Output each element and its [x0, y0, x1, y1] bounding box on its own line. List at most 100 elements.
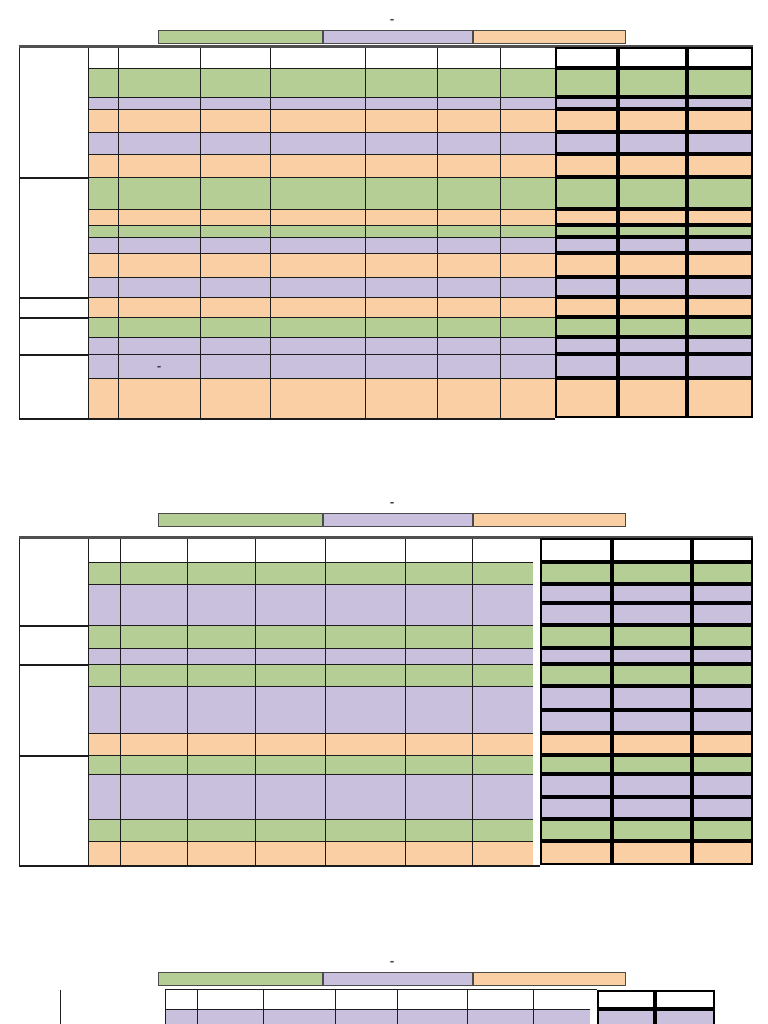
- summary-cell: [540, 584, 612, 603]
- grid-line: [88, 733, 533, 734]
- group-separator-line: [19, 317, 88, 319]
- grid-line: [88, 154, 555, 155]
- legend-swatch-purple: [323, 972, 473, 986]
- group-separator-line: [19, 625, 88, 627]
- summary-cell: [555, 154, 618, 177]
- summary-cell: [692, 562, 753, 584]
- grid-line: [120, 538, 121, 865]
- row-band-green: [88, 562, 533, 584]
- summary-cell: [612, 584, 692, 603]
- summary-cell: [618, 209, 687, 225]
- summary-cell: [687, 154, 753, 177]
- row-band-orange: [88, 733, 533, 755]
- row-band-green: [88, 819, 533, 841]
- cell-dash-label: -: [156, 358, 162, 373]
- summary-cell: [655, 1009, 715, 1024]
- summary-cell: [687, 109, 753, 132]
- summary-cell: [555, 177, 618, 209]
- grid-line: [88, 774, 533, 775]
- summary-cell: [612, 755, 692, 774]
- summary-cell: [618, 378, 687, 418]
- summary-cell: [555, 132, 618, 154]
- legend-title: -: [389, 953, 395, 968]
- row-band-orange: [88, 297, 555, 317]
- summary-cell: [692, 603, 753, 625]
- summary-cell: [555, 209, 618, 225]
- table-bottom-border: [19, 418, 555, 420]
- summary-cell: [655, 990, 715, 1009]
- grid-line: [88, 97, 555, 98]
- summary-cell: [555, 47, 618, 68]
- summary-cell: [692, 841, 753, 865]
- summary-cell: [555, 337, 618, 354]
- legend-swatch-green: [158, 513, 323, 527]
- row-band-orange: [88, 253, 555, 277]
- row-band-orange: [88, 378, 555, 418]
- grid-line: [88, 625, 533, 626]
- grid-line: [255, 538, 256, 865]
- grid-line: [88, 132, 555, 133]
- grid-line: [19, 47, 20, 418]
- summary-cell: [618, 297, 687, 317]
- summary-cell: [612, 841, 692, 865]
- row-band-purple: [88, 277, 555, 297]
- summary-cell: [555, 109, 618, 132]
- summary-cell: [692, 797, 753, 819]
- grid-line: [88, 686, 533, 687]
- row-band-orange: [88, 841, 533, 865]
- summary-cell: [612, 733, 692, 755]
- row-band-orange: [88, 209, 555, 225]
- table-top-border: [19, 536, 753, 539]
- grid-line: [88, 841, 533, 842]
- legend-swatch-orange: [473, 513, 626, 527]
- grid-line: [165, 1009, 590, 1010]
- row-band-green: [88, 664, 533, 686]
- summary-cell: [555, 378, 618, 418]
- summary-cell: [692, 648, 753, 664]
- group-separator-line: [19, 297, 88, 299]
- group-separator-line: [19, 177, 88, 179]
- row-band-purple: [88, 237, 555, 253]
- grid-line: [405, 538, 406, 865]
- summary-cell: [687, 277, 753, 297]
- summary-cell: [555, 354, 618, 378]
- summary-cell: [597, 1009, 655, 1024]
- summary-cell: [540, 710, 612, 733]
- grid-line: [88, 237, 555, 238]
- grid-line: [88, 648, 533, 649]
- summary-cell: [612, 819, 692, 841]
- summary-cell: [612, 774, 692, 797]
- summary-cell: [555, 68, 618, 97]
- summary-cell: [687, 97, 753, 109]
- grid-line: [88, 68, 555, 69]
- summary-cell: [687, 132, 753, 154]
- grid-line: [88, 109, 555, 110]
- row-band-purple: [88, 648, 533, 664]
- summary-cell: [687, 209, 753, 225]
- legend-title: -: [389, 11, 395, 26]
- summary-cell: [687, 68, 753, 97]
- row-band-green: [88, 317, 555, 337]
- grid-line: [88, 317, 555, 318]
- summary-cell: [555, 225, 618, 237]
- table-top-border: [19, 45, 753, 48]
- summary-cell: [540, 797, 612, 819]
- summary-cell: [612, 797, 692, 819]
- row-band-purple: [88, 774, 533, 819]
- grid-line: [397, 990, 398, 1024]
- grid-line: [187, 538, 188, 865]
- summary-cell: [540, 562, 612, 584]
- row-band-purple: [88, 354, 555, 378]
- table-bottom-border: [19, 865, 540, 867]
- summary-cell: [540, 686, 612, 710]
- grid-line: [88, 253, 555, 254]
- grid-line: [88, 277, 555, 278]
- summary-cell: [612, 710, 692, 733]
- legend-swatch-green: [158, 30, 323, 44]
- row-band-purple: [165, 1009, 590, 1024]
- grid-line: [472, 538, 473, 865]
- grid-line: [365, 47, 366, 418]
- grid-line: [88, 177, 555, 178]
- summary-cell: [597, 990, 655, 1009]
